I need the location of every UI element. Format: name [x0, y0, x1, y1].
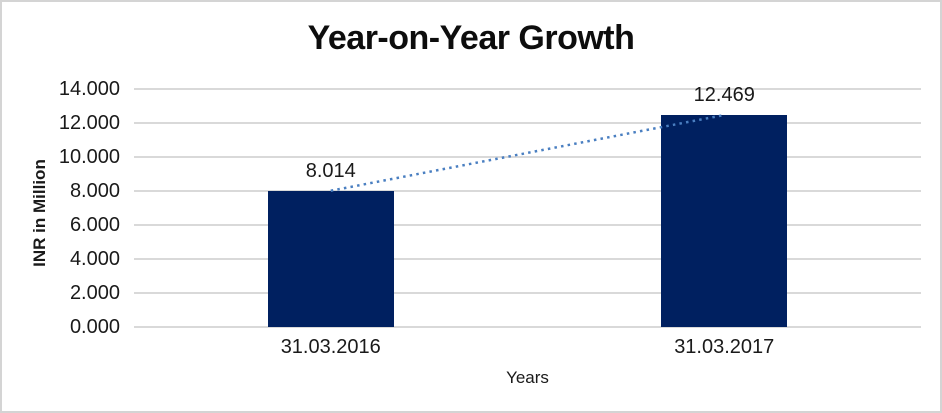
bar-31.03.2016 — [267, 190, 394, 327]
gridline — [134, 326, 921, 328]
x-tick-label: 31.03.2017 — [674, 336, 775, 358]
bar-value-label: 12.469 — [693, 84, 755, 107]
y-tick-label: 2.000 — [69, 282, 120, 304]
gridline — [134, 224, 921, 226]
x-tick-label: 31.03.2016 — [280, 336, 381, 358]
gridline — [134, 292, 921, 294]
gridline — [134, 258, 921, 260]
x-axis-title: Years — [506, 368, 549, 387]
gridline — [134, 156, 921, 158]
y-tick-label: 8.000 — [69, 180, 120, 202]
y-tick-label: 10.000 — [58, 146, 120, 168]
bar-31.03.2017 — [661, 115, 788, 327]
y-tick-label: 12.000 — [58, 112, 120, 134]
bar-value-label: 8.014 — [305, 159, 356, 182]
y-tick-label: 0.000 — [69, 316, 120, 338]
gridline — [134, 122, 921, 124]
plot-area: 8.014 12.469 — [134, 84, 921, 328]
y-tick-label: 4.000 — [69, 248, 120, 270]
y-tick-label: 6.000 — [69, 214, 120, 236]
gridline — [134, 88, 921, 90]
gridline — [134, 190, 921, 192]
chart-title: Year-on-Year Growth — [307, 19, 635, 57]
y-tick-label: 14.000 — [58, 78, 120, 100]
